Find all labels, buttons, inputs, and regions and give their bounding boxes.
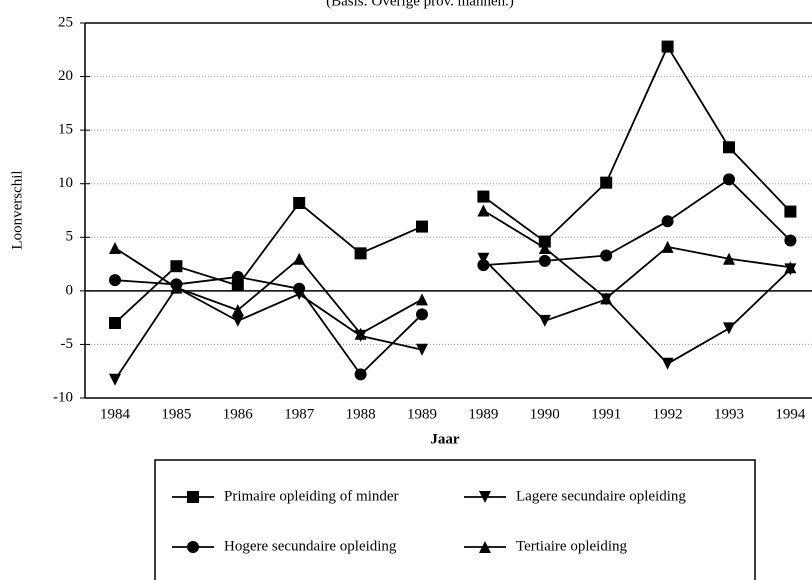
y-tick-label: 20: [58, 68, 73, 84]
point: [661, 357, 674, 370]
point: [293, 282, 306, 295]
point: [723, 173, 735, 186]
x-tick-label: 1989: [468, 406, 498, 422]
point: [416, 308, 428, 321]
y-tick-label: -5: [61, 336, 74, 352]
y-tick-label: 5: [66, 229, 74, 245]
point: [723, 322, 735, 335]
point: [477, 190, 490, 203]
point: [354, 368, 367, 381]
series-line: [483, 178, 792, 267]
point: [231, 304, 244, 317]
y-tick-label: 25: [58, 14, 73, 30]
point: [416, 220, 428, 233]
legend-marker: [479, 491, 491, 503]
series-line: [114, 201, 423, 324]
point: [538, 242, 551, 254]
x-tick-label: 1986: [223, 406, 254, 422]
point: [109, 242, 121, 254]
x-tick-label: 1988: [346, 406, 376, 422]
series-line: [114, 276, 423, 376]
point: [354, 327, 367, 340]
x-tick-label: 1991: [591, 406, 621, 422]
point: [231, 270, 244, 283]
point: [477, 252, 490, 265]
point: [416, 293, 428, 306]
x-tick-label: 1985: [161, 406, 191, 422]
series-line: [114, 286, 423, 381]
series-line: [482, 209, 791, 300]
point: [784, 205, 797, 218]
point: [661, 215, 674, 228]
y-axis-label: Loonverschil: [9, 170, 25, 249]
chart-title: (Basis: Overige prov. mannen.): [326, 0, 514, 9]
legend-marker: [187, 491, 199, 503]
point: [354, 247, 367, 260]
point: [600, 292, 613, 305]
point: [723, 141, 735, 154]
point: [170, 281, 183, 294]
point: [723, 252, 735, 265]
x-tick-label: 1989: [407, 406, 437, 422]
point: [538, 235, 551, 248]
point: [600, 249, 613, 262]
y-tick-label: 10: [58, 175, 73, 191]
point: [231, 279, 244, 292]
point: [293, 197, 306, 209]
legend-marker: [187, 541, 199, 553]
point: [784, 234, 797, 247]
point: [600, 176, 613, 189]
legend-label: Lagere secundaire opleiding: [516, 488, 686, 504]
x-tick-label: 1993: [714, 406, 744, 422]
series-line: [482, 44, 792, 243]
point: [231, 314, 244, 327]
x-tick-label: 1994: [775, 406, 806, 422]
x-tick-label: 1992: [653, 406, 683, 422]
legend-box: [154, 459, 756, 580]
legend-label: Primaire opleiding of minder: [224, 488, 399, 504]
x-tick-label: 1984: [100, 406, 131, 422]
point: [416, 343, 428, 356]
x-tick-label: 1987: [284, 406, 315, 422]
point: [109, 274, 121, 287]
series-line: [482, 258, 792, 365]
point: [170, 260, 183, 273]
legend-label: Tertiaire opleiding: [516, 538, 627, 554]
y-tick-label: 0: [66, 282, 74, 298]
point: [477, 204, 490, 217]
point: [538, 314, 551, 327]
point: [109, 317, 121, 329]
point: [293, 252, 306, 265]
legend-marker: [479, 541, 491, 553]
point: [661, 40, 674, 53]
x-axis-label: Jaar: [430, 431, 460, 447]
point: [109, 373, 121, 386]
point: [538, 254, 551, 267]
x-tick-label: 1990: [530, 406, 560, 422]
y-tick-label: -10: [53, 389, 73, 405]
point: [661, 240, 674, 253]
series-line: [114, 247, 423, 335]
y-tick-label: 15: [58, 122, 73, 138]
point: [784, 261, 797, 274]
point: [477, 259, 490, 272]
legend-label: Hogere secundaire opleiding: [224, 538, 397, 554]
